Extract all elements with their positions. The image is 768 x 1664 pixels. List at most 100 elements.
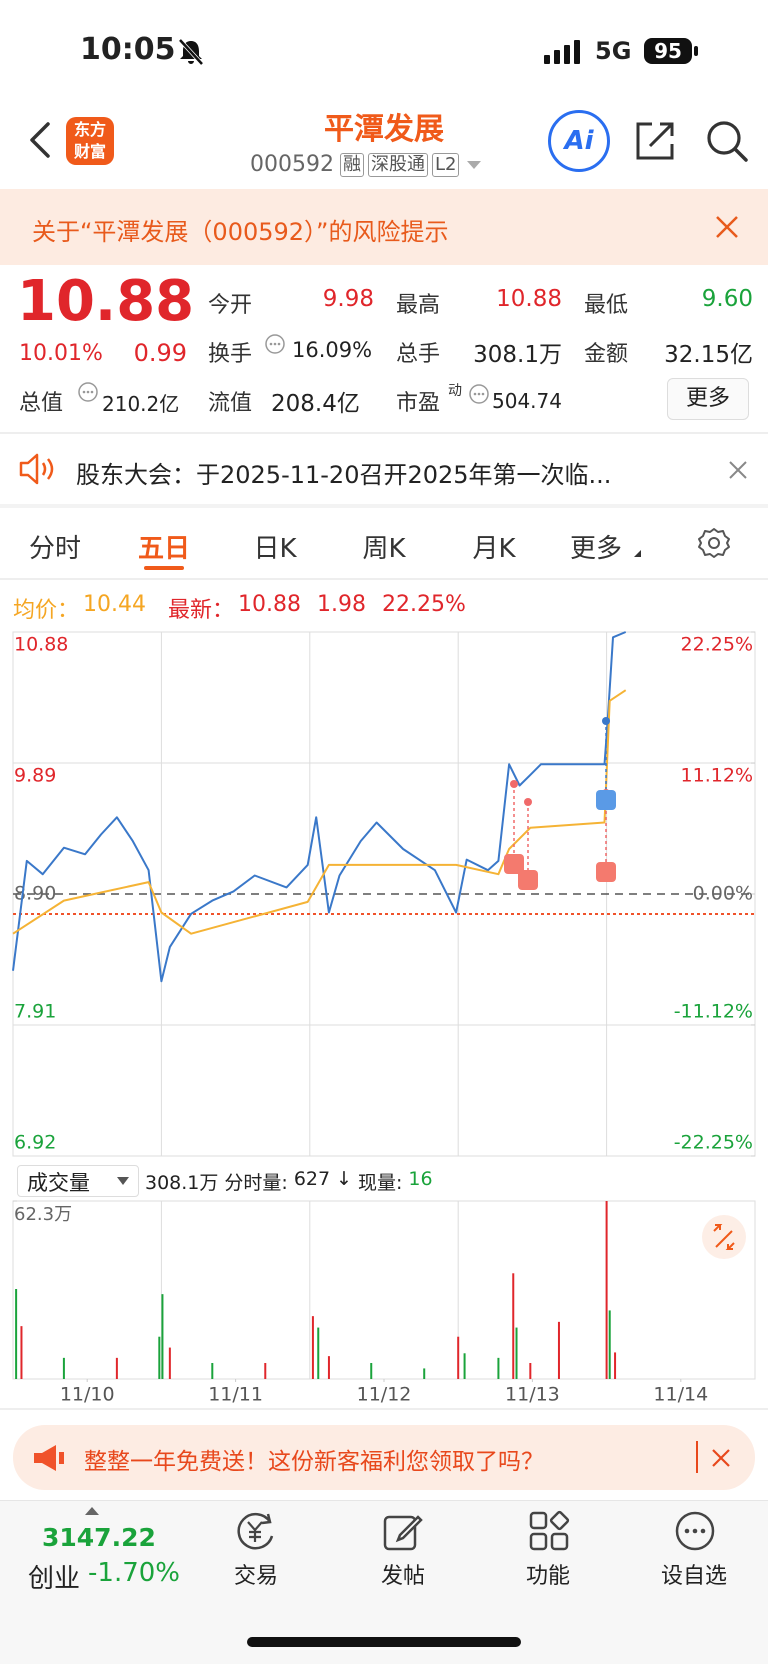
expand-button[interactable]	[702, 1215, 746, 1259]
divider	[0, 1408, 768, 1410]
tab[interactable]: 五日	[137, 534, 190, 564]
volume-bar	[168, 1347, 171, 1379]
field-value: 10.88	[496, 286, 562, 312]
search-button[interactable]	[704, 118, 750, 164]
field-label: 今开	[208, 293, 253, 318]
close-button[interactable]	[714, 214, 740, 240]
settings-button[interactable]	[697, 526, 731, 560]
volume-bar	[370, 1363, 373, 1379]
field-value: 9.98	[322, 286, 374, 312]
volume-bar	[211, 1363, 214, 1379]
chart: 6.92 7.91 8.90 9.89 10.88 -22.25% -11.12% 0.00%…	[12, 631, 756, 1406]
share-button[interactable]	[632, 118, 678, 164]
y-tick-label: 8.90	[14, 883, 56, 905]
field-label: 流值	[208, 391, 253, 416]
x-tick-label: 11/14	[653, 1384, 708, 1406]
stat-value: 1.98	[317, 592, 366, 617]
nav-label[interactable]: 交易	[233, 1564, 278, 1589]
home-indicator	[247, 1637, 521, 1647]
divider	[0, 432, 768, 434]
dropdown-icon[interactable]	[116, 1176, 130, 1186]
field-label: 金额	[584, 342, 629, 367]
nav-label[interactable]: 发帖	[380, 1564, 425, 1589]
dropdown-icon[interactable]	[465, 159, 483, 171]
stat-label: 均价：	[13, 598, 80, 623]
tab-indicator	[144, 566, 184, 570]
field-label: 市盈	[396, 391, 441, 416]
y-tick-label: 62.3万	[14, 1204, 72, 1225]
close-button[interactable]	[711, 1448, 731, 1468]
index-line[interactable]: 创业 -1.70%	[28, 1558, 180, 1595]
tab[interactable]: 月K	[472, 534, 516, 564]
field-label: 最高	[396, 293, 441, 318]
volume-bar	[614, 1352, 617, 1379]
stat-value: 22.25%	[381, 592, 466, 617]
stat-value: 308.1万	[145, 1172, 219, 1194]
divider	[0, 578, 768, 580]
tab[interactable]: 周K	[362, 534, 406, 564]
function-icon[interactable]	[528, 1510, 570, 1552]
index-name: 创业	[28, 1564, 81, 1594]
volume-title[interactable]: 成交量	[27, 1171, 90, 1195]
volume-bar	[529, 1363, 532, 1379]
speaker-icon	[19, 453, 54, 485]
stats-line: 均价： 10.44 最新： 10.88 1.98 22.25%	[13, 592, 466, 624]
y2-tick-label: 22.25%	[681, 634, 753, 656]
field-value: 504.74	[492, 389, 562, 413]
risk-text[interactable]: 关于“平潭发展（000592）”的风险提示	[32, 218, 449, 246]
volume-bar	[115, 1357, 118, 1379]
change: 0.99	[133, 339, 187, 367]
grid: 6.92 7.91 8.90 9.89 10.88 -22.25% -11.12% 0.00%…	[12, 631, 756, 1406]
stock-tag: L2	[431, 152, 460, 177]
change-pct: 10.01%	[19, 341, 103, 366]
back-button[interactable]	[26, 120, 54, 160]
up-triangle	[85, 1507, 99, 1515]
stat-label: 现量:	[358, 1172, 403, 1194]
plot	[12, 631, 627, 1379]
field-value: 16.09%	[292, 338, 373, 362]
app-logo[interactable]: 东方 财富	[66, 117, 114, 165]
promo-text[interactable]: 整整一年免费送！这份新客福利您领取了吗？	[84, 1449, 544, 1475]
info-icon[interactable]	[264, 333, 286, 355]
field-label: 最低	[584, 293, 629, 318]
field-label: 总手	[396, 342, 441, 367]
battery-tip	[694, 46, 698, 56]
notice-text[interactable]: 股东大会：于2025-11-20召开2025年第一次临...	[76, 461, 612, 489]
trade-icon[interactable]	[234, 1510, 278, 1552]
field-label: 换手	[208, 342, 253, 367]
stat-value: 16	[408, 1168, 433, 1190]
stock-title: 平潭发展	[324, 112, 444, 147]
more-button[interactable]: 更多	[667, 378, 749, 420]
stat-label: 分时量:	[224, 1172, 288, 1194]
promo-banner[interactable]	[13, 1425, 755, 1490]
info-icon[interactable]	[77, 381, 99, 403]
field-value: 308.1万	[473, 342, 562, 368]
tab[interactable]: 日K	[253, 534, 297, 564]
risk-banner[interactable]	[0, 189, 768, 265]
stat-value: 10.88	[238, 592, 301, 617]
price: 10.88	[17, 269, 195, 334]
info-icon[interactable]	[468, 383, 490, 405]
stat-value: 10.44	[83, 592, 146, 617]
watchlist-icon[interactable]	[674, 1510, 716, 1552]
y2-tick-label: -11.12%	[674, 1000, 753, 1022]
volume-bar	[557, 1321, 560, 1379]
volume-selector[interactable]	[17, 1165, 139, 1197]
field-value: 208.4亿	[271, 391, 360, 417]
ai-button[interactable]: Ai	[548, 110, 610, 172]
volume-bar	[608, 1310, 611, 1379]
expand-icon[interactable]	[713, 1224, 735, 1250]
post-icon[interactable]	[382, 1510, 424, 1552]
volume-bar	[423, 1368, 426, 1379]
signal-icon	[544, 40, 580, 64]
y2-tick-label: -22.25%	[674, 1132, 753, 1154]
nav-label[interactable]: 设自选	[660, 1564, 727, 1589]
tab[interactable]: 更多	[569, 534, 622, 564]
volume-bar	[605, 1201, 608, 1379]
x-tick-label: 11/10	[60, 1384, 115, 1406]
tab[interactable]: 分时	[28, 534, 81, 564]
volume-bar	[158, 1336, 161, 1379]
index-value[interactable]: 3147.22	[42, 1523, 156, 1552]
nav-label[interactable]: 功能	[525, 1564, 570, 1589]
close-button[interactable]	[728, 460, 748, 480]
